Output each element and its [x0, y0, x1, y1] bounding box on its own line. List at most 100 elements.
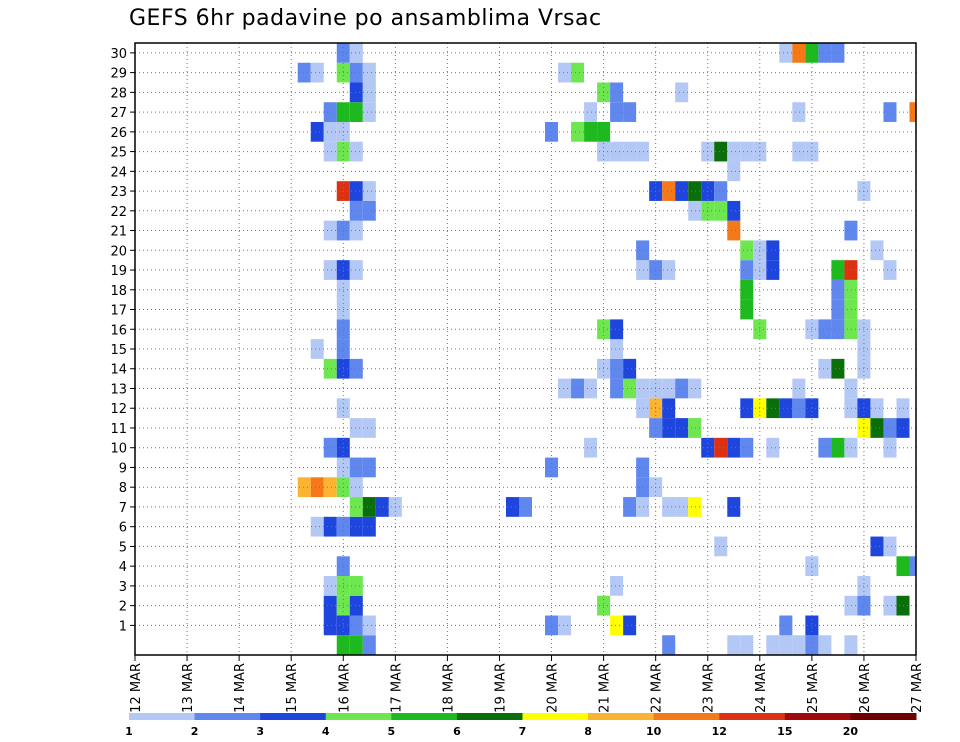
heatmap-cell — [727, 161, 741, 182]
heatmap-cell — [662, 497, 676, 517]
colorbar-label: 7 — [519, 725, 527, 738]
y-tick-label: 28 — [110, 86, 127, 101]
y-tick-label: 22 — [110, 205, 127, 220]
heatmap-cell — [610, 576, 624, 596]
y-tick-label: 15 — [110, 343, 127, 358]
heatmap-cell — [675, 82, 689, 103]
heatmap-cell — [896, 418, 910, 438]
y-tick-label: 10 — [110, 442, 127, 457]
heatmap-cell — [727, 497, 741, 517]
heatmap-cell — [518, 497, 533, 517]
colorbar-label: 1 — [125, 725, 133, 738]
y-tick-label: 2 — [119, 600, 127, 615]
heatmap-cell — [610, 102, 624, 122]
y-tick-label: 13 — [110, 382, 127, 397]
y-tick-label: 30 — [110, 47, 127, 62]
heatmap-cell — [740, 398, 754, 419]
heatmap-cell — [675, 378, 689, 399]
heatmap-cell — [883, 595, 897, 616]
x-tick-label: 17 MAR — [389, 663, 404, 713]
heatmap-cell — [883, 260, 897, 280]
colorbar-swatch — [456, 713, 523, 720]
y-tick-label: 4 — [119, 560, 127, 575]
heatmap-cell — [558, 378, 572, 399]
heatmap-cell — [675, 418, 689, 438]
heatmap-cell — [688, 418, 702, 438]
heatmap-cell — [870, 240, 884, 261]
heatmap-cell — [883, 418, 897, 438]
heatmap-cell — [349, 200, 363, 221]
heatmap-cell — [844, 595, 858, 616]
heatmap-cell — [623, 141, 637, 162]
heatmap-cell — [349, 576, 363, 596]
heatmap-cell — [883, 536, 897, 557]
colorbar-label: 3 — [256, 725, 264, 738]
heatmap-cell — [792, 398, 806, 419]
heatmap-cell — [362, 62, 376, 83]
heatmap-cell — [740, 260, 754, 280]
heatmap-cell — [349, 260, 363, 280]
y-tick-label: 1 — [119, 619, 127, 634]
heatmap-cell — [844, 635, 858, 655]
heatmap-cell — [310, 516, 324, 537]
heatmap-cell — [610, 615, 624, 636]
heatmap-cell — [349, 516, 363, 537]
colorbar-swatch — [850, 713, 917, 720]
heatmap-cell — [766, 437, 780, 458]
plot-frame — [134, 42, 917, 656]
y-tick-label: 24 — [110, 165, 127, 180]
heatmap-cell — [310, 121, 324, 142]
heatmap-cell — [675, 497, 689, 517]
heatmap-cell — [310, 339, 324, 359]
heatmap-cell — [818, 437, 832, 458]
heatmap-cell — [766, 635, 780, 655]
heatmap-cell — [688, 497, 702, 517]
y-tick-label: 17 — [110, 304, 127, 319]
y-tick-label: 8 — [119, 481, 127, 496]
heatmap-cell — [844, 299, 858, 320]
heatmap-cell — [662, 260, 676, 280]
y-tick-label: 25 — [110, 146, 127, 161]
colorbar-swatch — [719, 713, 786, 720]
heatmap-cell — [349, 43, 363, 63]
heatmap-cell — [766, 240, 780, 261]
heatmap-cell — [636, 141, 650, 162]
colorbar-label: 10 — [646, 725, 662, 738]
heatmap-cell — [896, 595, 910, 616]
y-tick-label: 21 — [110, 225, 127, 240]
y-tick-label: 3 — [119, 580, 127, 595]
heatmap-cell — [323, 576, 337, 596]
heatmap-cell — [349, 615, 363, 636]
heatmap-cell — [870, 398, 884, 419]
heatmap-cell — [896, 556, 910, 577]
heatmap-cell — [714, 536, 728, 557]
heatmap-cell — [844, 398, 858, 419]
heatmap-cell — [636, 457, 650, 478]
heatmap-cell — [662, 418, 676, 438]
heatmap-cell — [896, 398, 910, 419]
heatmap-cell — [323, 220, 337, 241]
heatmap-cells — [297, 43, 916, 655]
heatmap-cell — [349, 220, 363, 241]
heatmap-cell — [349, 62, 363, 83]
heatmap-cell — [323, 615, 337, 636]
colorbar-swatch — [653, 713, 720, 720]
heatmap-cell — [623, 102, 637, 122]
heatmap-cell — [675, 181, 689, 201]
heatmap-cell — [349, 82, 363, 103]
heatmap-cell — [362, 516, 376, 537]
heatmap-cell — [349, 497, 363, 517]
heatmap-cell — [584, 437, 598, 458]
heatmap-cell — [844, 378, 858, 399]
heatmap-cell — [584, 121, 598, 142]
heatmap-cell — [662, 398, 676, 419]
heatmap-cell — [349, 418, 363, 438]
heatmap-cell — [323, 358, 337, 379]
heatmap-cell — [818, 358, 832, 379]
colorbar-swatch — [194, 713, 261, 720]
heatmap-cell — [779, 43, 793, 63]
colorbar-label: 20 — [843, 725, 859, 738]
heatmap-cell — [636, 378, 650, 399]
heatmap-cell — [831, 358, 845, 379]
